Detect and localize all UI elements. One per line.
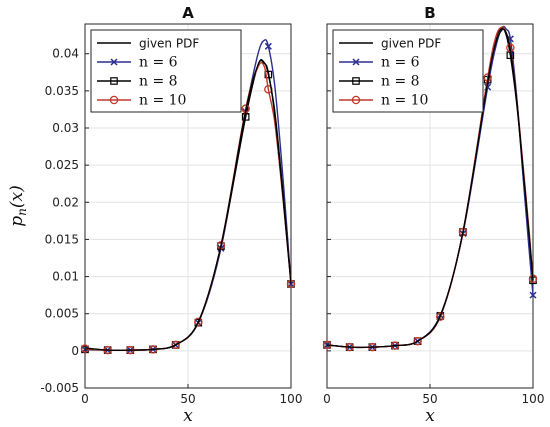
legend-entry: n = 6 [97, 55, 178, 71]
legend-label: given PDF [381, 37, 441, 51]
legend-entry: n = 10 [97, 93, 186, 109]
y-tick-label: 0.015 [45, 232, 79, 246]
x-axis-label: x [425, 406, 435, 426]
y-tick-label: 0.01 [52, 270, 79, 284]
panel-title: A [182, 4, 194, 22]
legend-entry: n = 6 [339, 55, 420, 71]
x-tick-label: 100 [522, 392, 545, 406]
y-tick-label: 0.035 [45, 84, 79, 98]
data-point [264, 42, 272, 50]
x-tick-label: 100 [280, 392, 303, 406]
legend-label: n = 10 [139, 93, 186, 109]
legend-entry: n = 8 [97, 74, 178, 90]
legend-entry: given PDF [97, 37, 199, 51]
legend-marker [109, 95, 119, 105]
data-point [413, 336, 422, 346]
x-tick-label: 50 [422, 392, 437, 406]
data-point [194, 317, 203, 327]
chart-panel-b: 0 50 100 Bx given PDF n = 6 n = 8 n = 10 [322, 4, 545, 426]
y-tick-label: 0.04 [52, 47, 79, 61]
legend-entry: given PDF [339, 37, 441, 51]
x-tick-label: 0 [81, 392, 89, 406]
y-tick-label: 0.025 [45, 158, 79, 172]
data-point [436, 312, 445, 321]
y-tick-label: 0.02 [52, 195, 79, 209]
data-point [529, 291, 537, 299]
legend-label: n = 6 [139, 55, 178, 71]
legend-label: n = 8 [381, 74, 420, 90]
legend-marker [352, 58, 360, 66]
legend-entry: n = 8 [339, 74, 420, 90]
legend-label: n = 8 [139, 74, 178, 90]
legend-marker [110, 77, 118, 85]
x-tick-label: 50 [180, 392, 195, 406]
data-point [216, 241, 226, 250]
series-givenPDF [326, 28, 534, 349]
series-givenPDF [84, 59, 292, 351]
data-point [323, 341, 331, 349]
legend: given PDF n = 6 n = 8 n = 10 [332, 29, 484, 113]
legend-marker [351, 95, 361, 105]
legend-marker [110, 58, 118, 66]
legend: given PDF n = 6 n = 8 n = 10 [90, 29, 242, 113]
y-tick-label: 0.03 [52, 121, 79, 135]
series-line [84, 59, 292, 351]
y-tick-label: 0 [71, 344, 79, 358]
y-axis-label: pn(x) [7, 185, 29, 226]
legend-label: n = 10 [381, 93, 428, 109]
y-tick-label: 0.005 [45, 307, 79, 321]
panel-title: B [424, 4, 435, 22]
legend-entry: n = 10 [339, 93, 428, 109]
legend-label: given PDF [139, 37, 199, 51]
legend-marker [352, 77, 360, 85]
x-axis-label: x [183, 406, 193, 426]
data-point [171, 340, 180, 350]
series-line [326, 28, 534, 349]
data-point [458, 227, 468, 237]
chart-panel-a: 0 50 100-0.00500.0050.010.0150.020.0250.03… [7, 4, 302, 426]
legend-label: n = 6 [381, 55, 420, 71]
x-tick-label: 0 [323, 392, 331, 406]
y-tick-label: -0.005 [40, 381, 79, 395]
